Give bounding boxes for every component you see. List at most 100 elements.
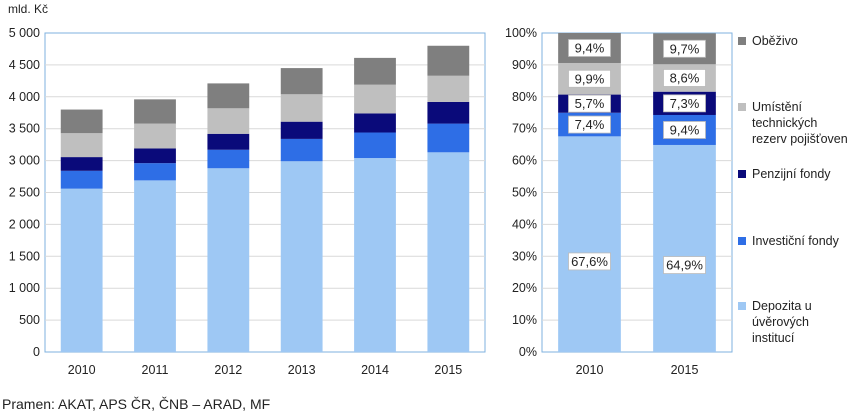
bar-segment-obezivo-2011 bbox=[134, 99, 176, 124]
y-tick-label: 4 000 bbox=[9, 90, 40, 104]
bar-segment-obezivo-2010 bbox=[60, 109, 103, 134]
data-label: 7,3% bbox=[670, 96, 700, 111]
bar-segment-penzijni-fondy-2014 bbox=[354, 113, 396, 133]
bar-segment-obezivo-2012 bbox=[207, 83, 250, 109]
legend-item-technical-reserves: Umístění technických rezerv pojišťoven bbox=[738, 99, 848, 147]
bar-segment-depozita-u-uverovych-instituci-2011 bbox=[134, 180, 176, 352]
bar-segment-depozita-u-uverovych-instituci-2014 bbox=[354, 158, 396, 352]
percent-structure-chart: 0% 10% 20% 30% 40% 50% 60% 70% 80% 90% 100% 67,6% 7,… bbox=[505, 26, 733, 377]
data-label-box bbox=[568, 39, 611, 57]
bar-segment-obezivo-2014 bbox=[354, 57, 396, 85]
legend-swatch bbox=[738, 37, 746, 45]
legend-label: Umístění technických rezerv pojišťoven bbox=[752, 100, 848, 146]
y-tick-label: 1 000 bbox=[9, 281, 40, 295]
data-label: 5,7% bbox=[575, 96, 605, 111]
data-label: 9,4% bbox=[575, 40, 605, 55]
bar-segment-umisteni-technickych-rezerv-pojistoven-2014 bbox=[354, 84, 396, 114]
x-tick-label: 2010 bbox=[576, 363, 604, 377]
y-tick-label: 1 500 bbox=[9, 249, 40, 263]
bar-segment-penzijni-fondy-2012 bbox=[207, 133, 250, 150]
legend-swatch bbox=[738, 302, 746, 310]
y-tick-label: 60% bbox=[512, 154, 537, 168]
bar-segment-umisteni-technickych-rezerv-pojistoven-2015 bbox=[427, 75, 470, 102]
x-tick-label: 2013 bbox=[288, 363, 316, 377]
bar-segment-penzijni-fondy-2015 bbox=[427, 101, 470, 124]
data-label-box bbox=[568, 94, 611, 113]
x-tick-label: 2010 bbox=[68, 363, 96, 377]
data-label: 8,6% bbox=[670, 70, 700, 85]
y-tick-label: 2 000 bbox=[9, 217, 40, 231]
data-label-box bbox=[663, 69, 706, 87]
data-label-box bbox=[663, 121, 706, 139]
legend-item-pension-funds: Penzijní fondy bbox=[738, 166, 831, 182]
y-tick-label: 2 500 bbox=[9, 186, 40, 200]
bar-segment-depozita-u-uverovych-instituci-2015 bbox=[653, 144, 716, 352]
data-label-box bbox=[663, 94, 706, 113]
x-tick-label: 2012 bbox=[214, 363, 242, 377]
y-tick-label: 40% bbox=[512, 217, 537, 231]
data-label-box bbox=[663, 39, 706, 58]
data-label-box bbox=[663, 256, 706, 274]
y-tick-label: 500 bbox=[19, 313, 40, 327]
bar-segment-umisteni-technickych-rezerv-pojistoven-2013 bbox=[280, 94, 323, 122]
legend-swatch bbox=[738, 170, 746, 178]
y-tick-label: 0 bbox=[33, 345, 40, 359]
bar-segment-umisteni-technickych-rezerv-pojistoven-2012 bbox=[207, 108, 250, 134]
legend-label: Depozita u úvěrových institucí bbox=[752, 299, 812, 345]
legend-item-obezivo: Oběživo bbox=[738, 33, 798, 49]
bar-segment-obezivo-2013 bbox=[280, 68, 323, 95]
data-label: 67,6% bbox=[571, 254, 608, 269]
bar-segment-penzijni-fondy-2010 bbox=[60, 157, 103, 171]
y-tick-label: 3 500 bbox=[9, 122, 40, 136]
y-tick-label: 10% bbox=[512, 313, 537, 327]
absolute-volume-chart: 0 500 1 000 1 500 2 000 2 500 3 000 3 500 4 000 4… bbox=[9, 26, 486, 377]
legend-swatch bbox=[738, 103, 746, 111]
bar-segment-umisteni-technickych-rezerv-pojistoven-2010 bbox=[60, 133, 103, 158]
bar-segment-investicni-fondy-2010 bbox=[60, 170, 103, 189]
legend-item-deposits: Depozita u úvěrových institucí bbox=[738, 298, 812, 346]
y-tick-label: 100% bbox=[505, 26, 537, 40]
data-label-box bbox=[568, 115, 611, 134]
legend-swatch bbox=[738, 237, 746, 245]
y-tick-label: 5 000 bbox=[9, 26, 40, 40]
legend-label: Oběživo bbox=[752, 34, 798, 48]
data-label: 64,9% bbox=[666, 258, 703, 273]
bar-segment-investicni-fondy-2015 bbox=[427, 123, 470, 153]
bar-segment-obezivo-2015 bbox=[427, 45, 470, 76]
y-axis-unit-label: mld. Kč bbox=[8, 2, 49, 16]
y-tick-label: 30% bbox=[512, 249, 537, 263]
bar-segment-investicni-fondy-2013 bbox=[280, 138, 323, 162]
y-tick-label: 20% bbox=[512, 281, 537, 295]
legend-label: Penzijní fondy bbox=[752, 167, 831, 181]
data-label: 9,4% bbox=[670, 122, 700, 137]
data-label-box bbox=[568, 252, 611, 271]
y-tick-label: 90% bbox=[512, 58, 537, 72]
bar-segment-penzijni-fondy-2011 bbox=[134, 148, 176, 164]
bar-segment-investicni-fondy-2012 bbox=[207, 149, 250, 169]
bar-segment-depozita-u-uverovych-instituci-2013 bbox=[280, 161, 323, 352]
y-tick-label: 70% bbox=[512, 122, 537, 136]
y-tick-label: 50% bbox=[512, 186, 537, 200]
legend: Oběživo Umístění technických rezerv poji… bbox=[738, 0, 863, 380]
y-tick-label: 0% bbox=[519, 345, 537, 359]
bar-segment-depozita-u-uverovych-instituci-2012 bbox=[207, 168, 250, 352]
bar-segment-depozita-u-uverovych-instituci-2015 bbox=[427, 152, 470, 352]
bar-segment-investicni-fondy-2014 bbox=[354, 132, 396, 159]
data-label: 9,9% bbox=[575, 71, 605, 86]
data-label-box bbox=[568, 69, 611, 88]
bar-segment-umisteni-technickych-rezerv-pojistoven-2011 bbox=[134, 123, 176, 149]
bar-segment-depozita-u-uverovych-instituci-2010 bbox=[558, 136, 621, 352]
x-tick-label: 2014 bbox=[361, 363, 389, 377]
y-tick-label: 3 000 bbox=[9, 154, 40, 168]
x-tick-label: 2011 bbox=[142, 363, 169, 377]
source-note: Pramen: AKAT, APS ČR, ČNB – ARAD, MF bbox=[2, 396, 271, 412]
data-label: 9,7% bbox=[670, 41, 700, 56]
bar-segment-depozita-u-uverovych-instituci-2010 bbox=[60, 188, 103, 352]
bar-segment-penzijni-fondy-2013 bbox=[280, 121, 323, 139]
y-tick-label: 4 500 bbox=[9, 58, 40, 72]
legend-item-investment-funds: Investiční fondy bbox=[738, 233, 839, 249]
x-tick-label: 2015 bbox=[671, 363, 699, 377]
data-label: 7,4% bbox=[575, 117, 605, 132]
x-tick-label: 2015 bbox=[434, 363, 462, 377]
